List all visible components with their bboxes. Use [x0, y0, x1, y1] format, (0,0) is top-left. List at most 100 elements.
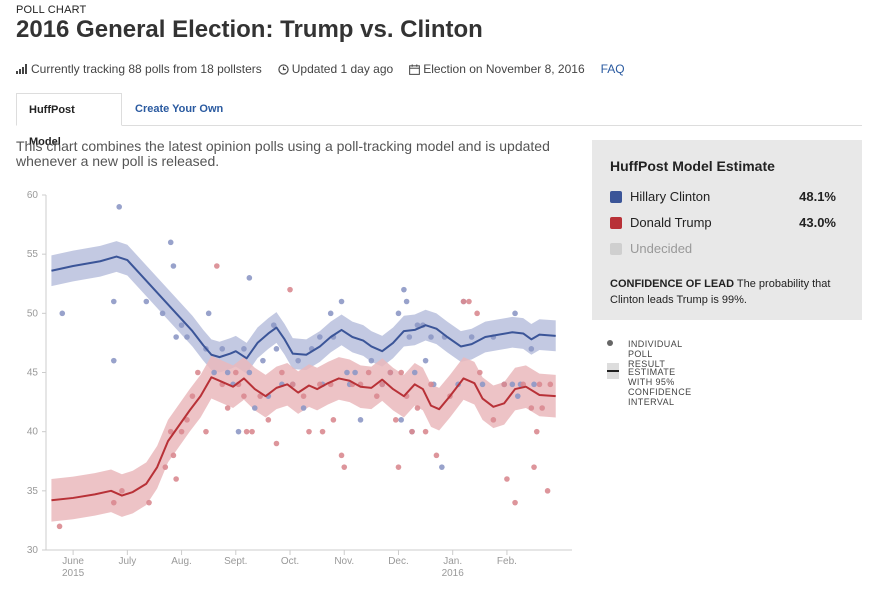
poll-point-trump: [460, 298, 467, 305]
x-tick-label: Sept.: [224, 556, 247, 567]
poll-point-clinton: [273, 346, 280, 352]
poll-point-trump: [365, 369, 372, 376]
poll-point-clinton: [512, 310, 518, 317]
poll-point-clinton: [270, 322, 277, 328]
poll-point-clinton: [170, 263, 177, 269]
poll-point-trump: [257, 393, 263, 399]
poll-point-trump: [533, 428, 540, 435]
poll-point-clinton: [143, 298, 150, 305]
poll-point-clinton: [246, 369, 253, 376]
poll-point-clinton: [411, 369, 418, 376]
confidence-of-lead: CONFIDENCE OF LEAD The probability that …: [610, 276, 844, 308]
poll-point-clinton: [110, 357, 117, 364]
updated-text: Updated 1 day ago: [291, 62, 394, 76]
poll-point-clinton: [211, 369, 217, 376]
tab-create-your-own[interactable]: Create Your Own: [135, 103, 224, 115]
poll-point-clinton: [327, 310, 334, 317]
poll-point-clinton: [235, 428, 242, 435]
poll-point-clinton: [414, 322, 421, 328]
poll-point-trump: [466, 298, 472, 305]
poll-point-clinton: [401, 286, 407, 293]
tab-huffpost-model[interactable]: HuffPost Model: [16, 93, 122, 148]
meta-bar: Currently tracking 88 polls from 18 poll…: [16, 62, 641, 76]
estimate-line-clinton: [51, 255, 556, 360]
y-tick-label: 45: [27, 368, 39, 379]
poll-point-clinton: [428, 334, 434, 340]
poll-point-trump: [428, 381, 434, 388]
x-tick-label: Dec.: [388, 556, 409, 567]
poll-point-trump: [433, 452, 440, 459]
poll-point-trump: [178, 428, 185, 435]
tracking-info: Currently tracking 88 polls from 18 poll…: [16, 62, 262, 76]
poll-point-trump: [110, 499, 117, 506]
poll-point-trump: [501, 381, 508, 388]
poll-point-clinton: [173, 334, 179, 340]
poll-point-trump: [265, 417, 272, 423]
poll-point-trump: [146, 499, 152, 506]
y-tick-label: 30: [27, 545, 39, 556]
x-tick-label: July: [118, 556, 136, 567]
poll-point-trump: [474, 310, 480, 317]
poll-point-trump: [504, 476, 510, 482]
poll-point-clinton: [159, 310, 166, 317]
poll-point-trump: [319, 428, 326, 435]
poll-point-clinton: [246, 275, 253, 281]
clinton-swatch: [610, 191, 622, 203]
faq-link[interactable]: FAQ: [600, 62, 625, 76]
confidence-text: The probability that Clinton leads Trump…: [610, 278, 831, 306]
chart-description: This chart combines the latest opinion p…: [16, 138, 550, 169]
legend-poll-text: INDIVIDUAL POLL RESULT: [628, 339, 683, 369]
poll-point-trump: [392, 417, 399, 423]
poll-point-trump: [184, 417, 190, 423]
confidence-label: CONFIDENCE OF LEAD: [610, 278, 735, 290]
poll-point-clinton: [300, 405, 307, 411]
calendar-icon: [409, 63, 421, 75]
poll-point-clinton: [403, 298, 410, 305]
poll-point-trump: [539, 405, 545, 411]
estimate-line-icon: [607, 363, 619, 379]
poll-point-clinton: [167, 239, 174, 246]
x-tick-label: Nov.: [334, 556, 354, 567]
poll-point-clinton: [352, 369, 358, 376]
poll-point-trump: [170, 452, 177, 459]
poll-point-trump: [289, 381, 296, 388]
estimate-value: 48.1%: [799, 189, 836, 204]
poll-point-trump: [241, 393, 247, 399]
poll-point-trump: [422, 428, 429, 435]
poll-point-trump: [409, 428, 415, 435]
poll-point-trump: [547, 381, 554, 388]
x-tick-label: June: [62, 556, 84, 567]
poll-point-clinton: [295, 357, 301, 364]
poll-point-clinton: [468, 334, 475, 340]
poll-point-trump: [162, 464, 169, 470]
model-estimate-panel: HuffPost Model Estimate Hillary Clinton …: [592, 140, 862, 320]
poll-point-trump: [56, 523, 63, 530]
poll-point-trump: [490, 417, 497, 423]
poll-point-trump: [341, 464, 348, 470]
election-text: Election on November 8, 2016: [423, 62, 585, 76]
poll-point-clinton: [357, 417, 364, 423]
confidence-band-trump: [51, 355, 556, 522]
poll-point-clinton: [219, 346, 226, 352]
estimate-row-clinton: Hillary Clinton 48.1%: [610, 188, 844, 214]
estimate-row-undecided: Undecided: [610, 240, 844, 266]
poll-point-clinton: [205, 310, 212, 317]
poll-point-trump: [232, 369, 239, 376]
poll-point-clinton: [224, 369, 231, 376]
poll-point-trump: [279, 369, 285, 376]
poll-point-trump: [330, 417, 337, 423]
y-tick-label: 55: [27, 249, 39, 260]
poll-point-trump: [203, 428, 209, 435]
estimate-line-trump: [51, 376, 556, 502]
poll-point-clinton: [251, 405, 258, 411]
poll-point-clinton: [116, 204, 123, 210]
poll-point-clinton: [110, 298, 117, 305]
poll-point-clinton: [241, 346, 247, 352]
tab-bar: HuffPost Model Create Your Own: [16, 93, 862, 148]
y-tick-label: 35: [27, 486, 39, 497]
poll-point-trump: [300, 393, 307, 399]
poll-point-trump: [306, 428, 312, 435]
poll-point-clinton: [344, 369, 350, 376]
estimate-label: Hillary Clinton: [630, 189, 711, 204]
poll-chart-kicker: POLL CHART: [16, 4, 87, 16]
